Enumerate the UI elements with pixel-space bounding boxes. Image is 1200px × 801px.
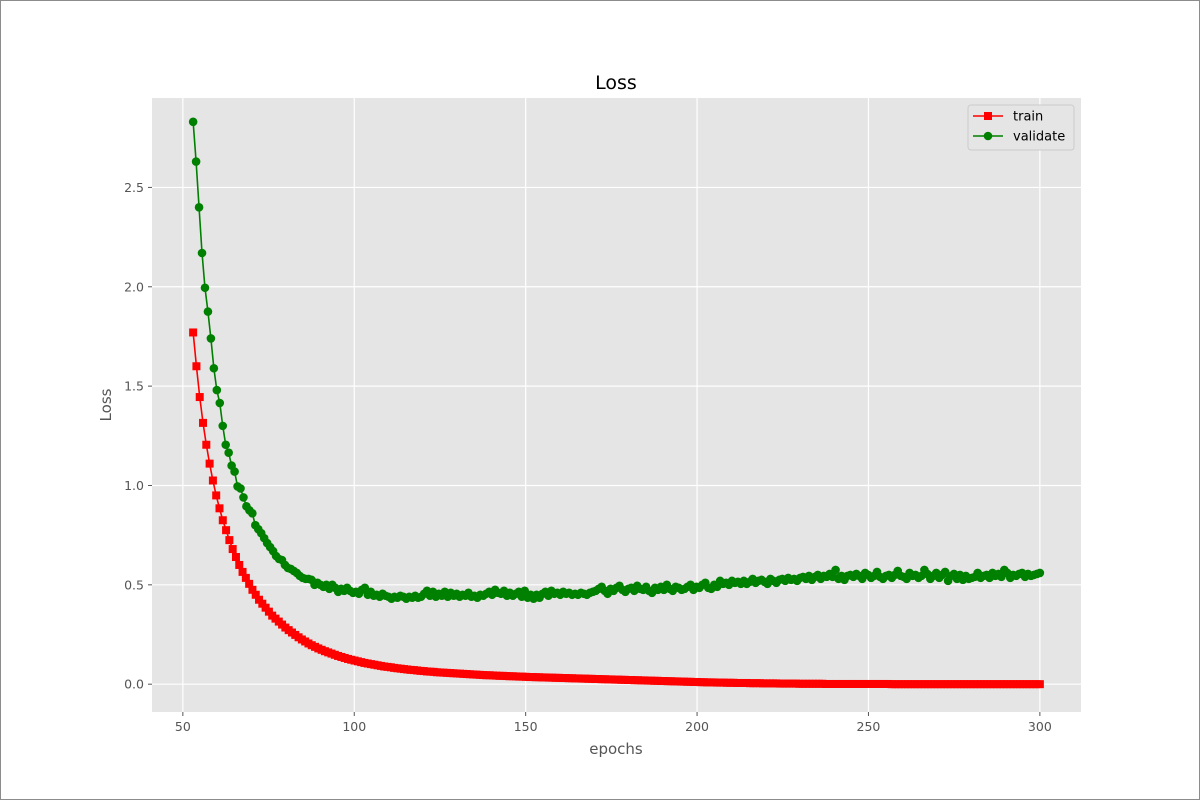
data-point-validate [191, 157, 201, 166]
data-point-train [222, 526, 231, 535]
data-point-validate [218, 421, 228, 431]
y-tick-label: 1.0 [124, 478, 144, 493]
legend-marker-validate [983, 131, 993, 141]
data-point-train [212, 491, 221, 500]
data-point-validate [203, 307, 213, 316]
data-point-train [199, 418, 208, 427]
data-point-validate [831, 565, 840, 575]
data-point-train [245, 579, 254, 588]
data-point-validate [194, 202, 204, 212]
data-point-train [251, 590, 260, 599]
y-tick-label: 2.5 [124, 180, 144, 195]
data-point-validate [239, 493, 248, 502]
data-point-validate [1035, 568, 1045, 578]
data-point-train [1035, 680, 1044, 689]
data-point-validate [236, 484, 245, 493]
data-point-validate [212, 385, 222, 395]
data-point-train [235, 560, 244, 569]
x-tick-label: 100 [342, 719, 366, 734]
data-point-train [215, 504, 224, 513]
series-train [189, 328, 1044, 689]
data-point-train [195, 393, 204, 402]
data-point-validate [188, 117, 198, 127]
x-tick-label: 200 [685, 719, 709, 734]
x-tick-label: 300 [1028, 719, 1052, 734]
legend-item-validate: validate [973, 130, 1065, 145]
tick-labels: 50 100 150 200 250 300 0.0 0.5 1.0 1.5 2.0 2.5 [124, 180, 1052, 734]
series-layer [188, 117, 1045, 689]
legend: train validate [967, 104, 1075, 151]
y-tick-label: 2.0 [124, 279, 144, 294]
y-axis-label: Loss [97, 388, 115, 421]
data-point-validate [221, 440, 231, 450]
y-tick-label: 1.5 [124, 379, 144, 394]
data-point-train [228, 545, 237, 554]
data-point-validate [197, 248, 207, 258]
data-point-validate [206, 334, 216, 343]
data-point-train [192, 362, 201, 371]
y-tick-label: 0.5 [124, 577, 144, 592]
data-point-train [208, 476, 217, 485]
data-point-validate [215, 398, 225, 408]
data-point-train [205, 459, 214, 468]
plot-area [152, 98, 1081, 712]
data-point-train [202, 440, 211, 449]
data-point-train [238, 567, 247, 576]
chart-title: Loss [595, 72, 637, 94]
data-point-train [189, 328, 198, 337]
y-tick-label: 0.0 [124, 677, 144, 692]
data-point-train [231, 553, 240, 562]
series-validate [188, 117, 1045, 604]
legend-marker-train [984, 112, 992, 120]
data-point-validate [224, 448, 233, 457]
data-point-validate [200, 283, 210, 293]
data-point-validate [248, 508, 257, 518]
data-point-train [248, 585, 257, 594]
data-point-validate [230, 467, 239, 476]
x-tick-label: 250 [857, 719, 881, 734]
legend-label-train: train [1013, 110, 1043, 125]
data-point-validate [209, 363, 219, 373]
data-point-train [241, 573, 250, 582]
grid-lines [152, 98, 1081, 712]
x-tick-label: 150 [514, 719, 538, 734]
x-axis-label: epochs [589, 740, 643, 758]
data-point-train [218, 516, 227, 525]
x-tick-label: 50 [175, 719, 191, 734]
legend-label-validate: validate [1013, 130, 1065, 145]
legend-item-train: train [973, 110, 1043, 125]
data-point-train [225, 536, 234, 545]
